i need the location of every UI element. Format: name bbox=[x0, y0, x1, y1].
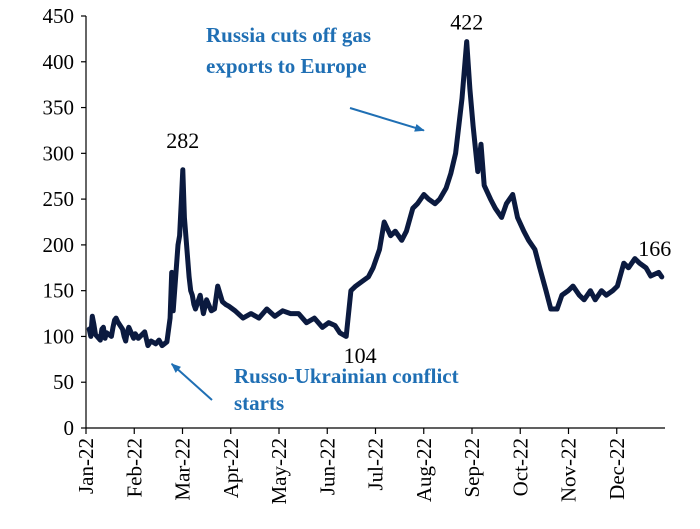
y-tick-label: 250 bbox=[43, 187, 75, 211]
x-tick-label: Feb-22 bbox=[122, 438, 146, 498]
annotation-arrow bbox=[170, 363, 213, 401]
annotation-arrow bbox=[349, 107, 425, 132]
x-tick-label: Dec-22 bbox=[605, 438, 629, 500]
data-label: 422 bbox=[450, 10, 483, 35]
y-tick-label: 200 bbox=[43, 233, 75, 257]
y-tick-label: 300 bbox=[43, 141, 75, 165]
y-tick-label: 400 bbox=[43, 50, 75, 74]
y-tick-label: 0 bbox=[64, 416, 75, 440]
x-tick-label: Jan-22 bbox=[74, 438, 98, 494]
x-tick-label: Jul-22 bbox=[364, 438, 388, 491]
x-tick-label: Jun-22 bbox=[315, 438, 339, 495]
y-tick-label: 100 bbox=[43, 324, 75, 348]
annotation: Russo-Ukrainian conflict starts bbox=[170, 363, 459, 415]
y-tick-label: 350 bbox=[43, 96, 75, 120]
data-label: 282 bbox=[166, 128, 199, 153]
series-layer bbox=[86, 39, 665, 349]
series-line-0 bbox=[86, 39, 665, 349]
x-tick-label: Mar-22 bbox=[171, 438, 195, 501]
annotation: Russia cuts off gas exports to Europe bbox=[206, 23, 425, 132]
x-tick-label: May-22 bbox=[267, 438, 291, 505]
annotation-text: exports to Europe bbox=[206, 54, 367, 78]
x-tick-label: Aug-22 bbox=[412, 438, 436, 502]
y-tick-label: 50 bbox=[53, 370, 74, 394]
annotation-text: starts bbox=[234, 391, 284, 415]
x-tick-label: Oct-22 bbox=[508, 438, 532, 496]
y-tick-label: 150 bbox=[43, 279, 75, 303]
data-label: 166 bbox=[638, 236, 671, 261]
x-tick-label: Apr-22 bbox=[219, 438, 243, 498]
annotation-text: Russia cuts off gas bbox=[206, 23, 371, 47]
x-tick-label: Nov-22 bbox=[557, 438, 581, 502]
x-tick-label: Sep-22 bbox=[460, 438, 484, 498]
annotation-text: Russo-Ukrainian conflict bbox=[234, 364, 459, 388]
x-axis: Jan-22 Feb-22 Mar-22 Apr-22 May-22 Jun-22 Jul-… bbox=[74, 427, 665, 505]
y-tick-label: 450 bbox=[43, 4, 75, 28]
y-axis: 0 50 100 150 200 250 300 350 400 450 bbox=[43, 4, 87, 440]
data-label: 104 bbox=[344, 343, 377, 368]
data-labels: 282 422 104 166 bbox=[166, 10, 671, 368]
